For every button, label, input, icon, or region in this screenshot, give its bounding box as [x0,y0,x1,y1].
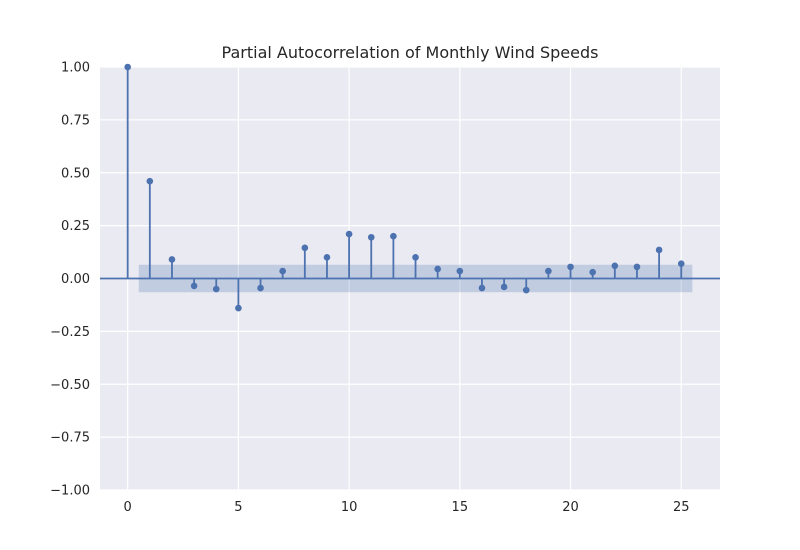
stem-series [100,63,720,312]
x-tick-label: 0 [124,500,132,515]
stem-marker-lag-11 [367,233,375,241]
x-tick-label: 15 [452,500,469,515]
stem-marker-lag-6 [257,284,264,292]
x-tick-label: 20 [562,500,579,515]
x-tick-label: 10 [341,500,358,515]
stem-marker-lag-1 [146,177,154,185]
y-tick-label: −1.00 [50,484,90,499]
stem-marker-lag-19 [545,267,552,275]
y-tick-label: 0.75 [61,113,90,128]
stem-marker-lag-16 [478,284,486,292]
stem-marker-lag-0 [124,63,131,71]
stem-marker-lag-10 [345,230,353,238]
y-tick-label: −0.25 [50,325,90,340]
stem-marker-lag-21 [589,268,596,276]
stem-marker-lag-24 [655,246,663,254]
stem-marker-lag-8 [301,244,309,252]
stem-marker-lag-22 [611,262,619,270]
stem-marker-lag-18 [522,286,530,294]
x-tick-label: 5 [234,500,242,515]
stem-marker-lag-5 [235,304,242,312]
stem-marker-lag-14 [434,265,441,273]
stem-marker-lag-25 [677,260,685,267]
x-tick-label: 25 [673,500,690,515]
stem-marker-lag-3 [190,282,198,290]
y-tick-label: −0.50 [50,378,90,393]
y-tick-label: 0.50 [61,166,90,181]
stem-marker-lag-7 [279,267,286,275]
stem-marker-lag-20 [567,263,574,271]
y-axis-ticks: 1.00 0.75 0.50 0.25 0.00 −0.25 −0.50 −0.75 −1.00 [50,61,90,499]
x-axis-ticks: 0 5 10 15 20 25 [124,500,690,515]
stem-marker-lag-9 [323,254,331,261]
chart-title: Partial Autocorrelation of Monthly Wind … [222,43,599,62]
stem-marker-lag-4 [212,285,220,293]
stem-marker-lag-15 [456,267,464,275]
stem-marker-lag-13 [412,254,419,261]
y-tick-label: −0.75 [50,431,90,446]
stem-marker-lag-2 [168,256,176,263]
y-tick-label: 0.00 [61,272,90,287]
stem-marker-lag-23 [633,263,641,271]
stem-marker-lag-17 [500,283,508,291]
y-tick-label: 0.25 [61,219,90,234]
stem-marker-lag-12 [390,232,397,240]
y-tick-label: 1.00 [61,61,90,76]
